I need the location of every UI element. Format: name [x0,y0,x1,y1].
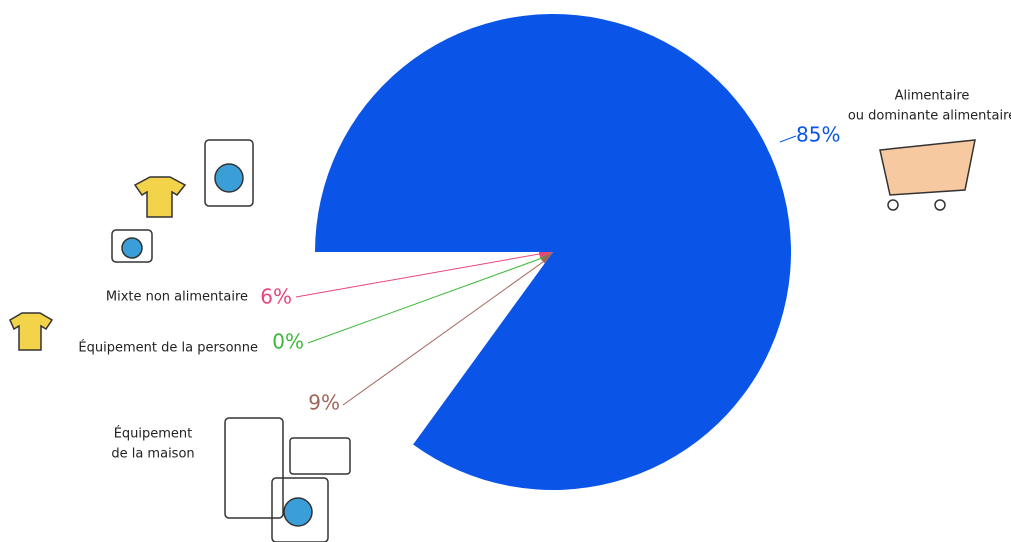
pie-slice [315,14,792,490]
washer-icon [204,139,254,207]
value-label: 6% [260,285,292,309]
category-label: de la maison [111,447,194,462]
microwave-icon [289,437,351,475]
cart-wheel [934,199,946,211]
illustrations [9,139,976,542]
fridge-icon [224,417,284,519]
value-label: 9% [308,391,340,415]
washer-drum [283,497,313,527]
category-label: ou dominante alimentaire [848,109,1011,124]
category-label: Équipement [114,426,193,442]
leader-line [307,256,546,344]
camera-icon [111,229,153,263]
leader-line [295,252,546,298]
cart-wheel [887,199,899,211]
leader-line [342,261,544,406]
category-label: Équipement de la personne [78,340,258,356]
shirt-icon [133,176,187,218]
value-label: 85% [796,123,840,147]
washer-icon [271,477,329,542]
washer-drum [214,163,244,193]
value-label: 0% [272,330,304,354]
category-label: Mixte non alimentaire [106,290,248,305]
shirt-icon [9,312,54,351]
cart-icon [879,139,976,196]
leader-line [779,135,797,143]
camera-lens [121,237,143,259]
category-label: Alimentaire [895,89,970,104]
pie-slice [539,252,553,264]
